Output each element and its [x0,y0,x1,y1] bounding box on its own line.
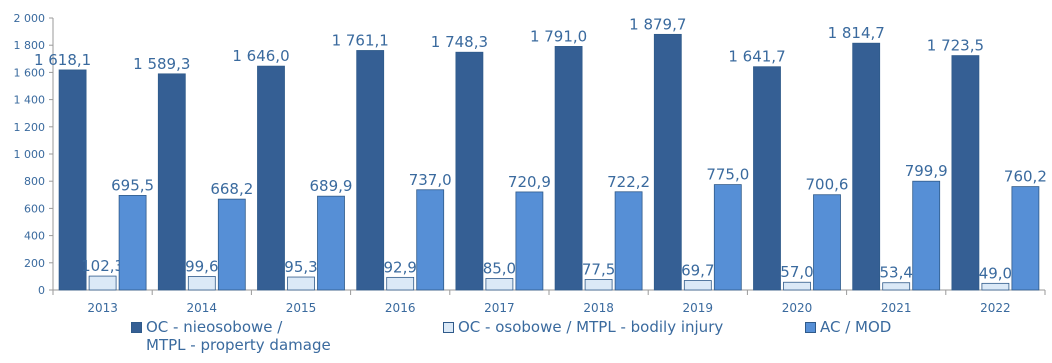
x-tick-label: 2021 [881,301,912,315]
legend-swatch-bodily-injury [443,322,454,333]
bar-series-1 [653,33,682,291]
data-label-series-2: 49,0 [979,264,1012,282]
x-tick-label: 2020 [782,301,813,315]
data-label-series-3: 700,6 [806,176,849,194]
legend-label-property-damage: OC - nieosobowe / MTPL - property damage [146,318,331,354]
data-label-series-2: 85,0 [483,259,516,277]
bar-series-3 [416,189,445,291]
y-tick-label: 1 000 [14,148,46,161]
legend-label-mod: AC / MOD [820,318,892,336]
bar-series-3 [317,195,345,291]
data-label-series-1: 1 618,1 [34,51,91,69]
bar-series-2 [882,282,911,291]
data-label-series-1: 1 761,1 [332,31,389,49]
data-label-series-1: 1 723,5 [927,37,984,55]
bar-series-2 [88,275,117,291]
legend-label-bodily-injury: OC - osobowe / MTPL - bodily injury [458,318,724,336]
bar-series-1 [356,50,385,291]
bar-series-1 [58,69,87,291]
y-tick-label: 1 400 [14,94,46,107]
data-label-series-1: 1 641,7 [728,48,785,66]
bar-series-3 [713,184,742,291]
bar-series-2 [386,276,415,291]
bar-series-2 [683,280,712,291]
legend: OC - nieosobowe / MTPL - property damage… [0,318,1052,363]
bar-series-1 [455,51,484,291]
data-label-series-2: 69,7 [681,262,714,280]
x-tick-label: 2022 [980,301,1011,315]
x-tick-label: 2017 [484,301,515,315]
x-tick-label: 2014 [187,301,218,315]
data-label-series-3: 760,2 [1004,168,1047,186]
y-tick-label: 1 200 [14,121,46,134]
legend-item-bodily-injury: OC - osobowe / MTPL - bodily injury [443,318,723,336]
bar-series-3 [118,195,147,291]
data-label-series-1: 1 791,0 [530,27,587,45]
data-label-series-1: 1 646,0 [232,47,289,65]
data-label-series-3: 689,9 [310,177,353,195]
data-label-series-3: 799,9 [905,162,948,180]
x-tick-label: 2018 [583,301,614,315]
y-tick-label: 200 [24,257,45,270]
bar-series-1 [753,66,781,291]
legend-label-line-1: OC - nieosobowe / [146,318,283,336]
bar-series-1 [157,73,186,291]
data-label-series-3: 737,0 [409,171,452,189]
x-tick-label: 2015 [286,301,317,315]
bar-series-1 [852,42,881,291]
y-tick-label: 600 [24,202,45,215]
bar-series-3 [1011,186,1040,291]
y-tick-label: 800 [24,175,45,188]
bar-series-1 [951,55,980,291]
data-label-series-1: 1 589,3 [133,55,190,73]
data-label-series-2: 77,5 [582,260,615,278]
bar-series-2 [981,282,1010,291]
bar-series-2 [584,279,613,291]
y-tick-label: 400 [24,230,45,243]
data-label-series-1: 1 879,7 [629,15,686,33]
y-tick-label: 1 600 [14,66,46,79]
bar-series-1 [554,46,583,291]
legend-item-mod: AC / MOD [805,318,891,336]
data-label-series-2: 57,0 [780,263,813,281]
legend-item-property-damage: OC - nieosobowe / MTPL - property damage [131,318,331,354]
data-label-series-2: 53,4 [879,264,912,282]
bar-series-3 [813,194,841,291]
bar-series-3 [515,191,544,291]
data-label-series-2: 95,3 [284,258,317,276]
legend-swatch-property-damage [131,322,142,333]
data-label-series-3: 720,9 [508,173,551,191]
legend-swatch-mod [805,322,816,333]
y-tick-label: 2 000 [14,12,46,25]
data-label-series-3: 695,5 [111,176,154,194]
y-tick-label: 1 800 [14,39,46,52]
bar-series-3 [217,198,246,291]
bar-series-2 [783,281,811,291]
data-label-series-3: 722,2 [607,173,650,191]
x-tick-label: 2016 [385,301,416,315]
data-label-series-2: 92,9 [383,258,416,276]
data-label-series-3: 668,2 [210,180,253,198]
data-label-series-2: 99,6 [185,257,218,275]
data-label-series-3: 775,0 [706,166,749,184]
bar-series-3 [912,180,941,291]
data-label-series-1: 1 748,3 [431,33,488,51]
bar-series-2 [187,276,216,291]
legend-label-line-2: MTPL - property damage [146,336,331,354]
data-label-series-2: 102,3 [81,257,124,275]
bar-series-2 [485,278,514,291]
y-tick-label: 0 [38,284,45,297]
bar-series-2 [287,276,315,291]
x-tick-label: 2013 [87,301,118,315]
bar-series-1 [257,65,285,291]
x-tick-label: 2019 [683,301,714,315]
bar-series-3 [614,191,643,291]
data-label-series-1: 1 814,7 [828,24,885,42]
